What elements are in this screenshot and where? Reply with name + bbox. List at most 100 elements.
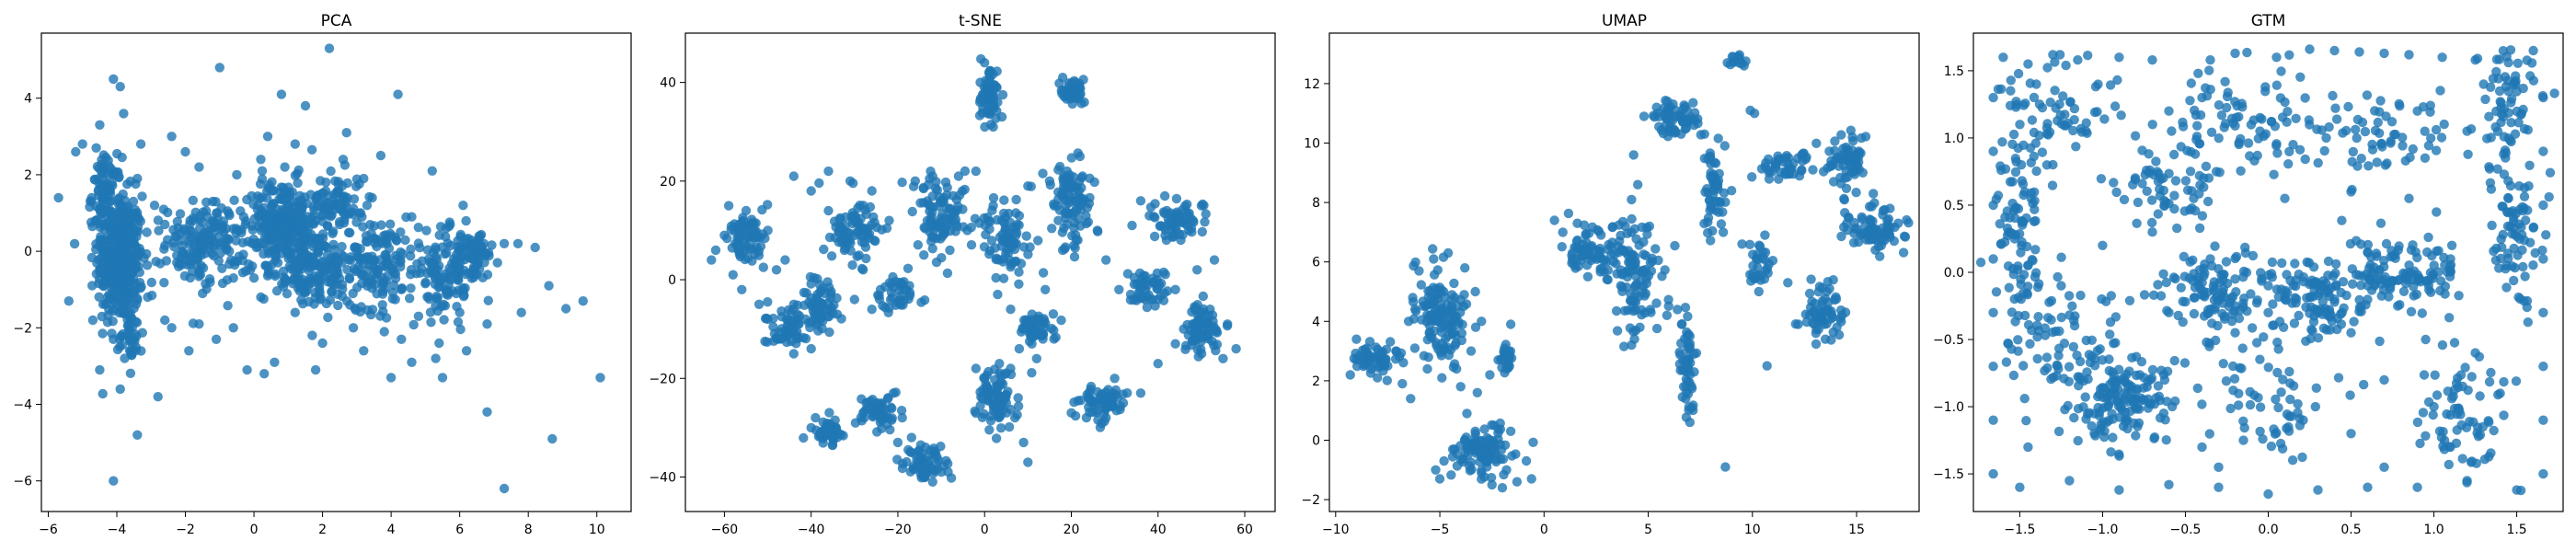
x-tick-label: 40	[1150, 523, 1167, 537]
scatter-point	[978, 385, 988, 395]
scatter-point	[2179, 251, 2189, 262]
y-tick-label: 2	[24, 168, 32, 183]
scatter-point	[971, 408, 982, 419]
scatter-point	[1739, 61, 1749, 71]
scatter-point	[153, 392, 163, 402]
scatter-point	[1783, 278, 1793, 288]
scatter-point	[962, 225, 972, 236]
scatter-point	[1171, 215, 1181, 226]
scatter-point	[1382, 375, 1393, 385]
scatter-point	[2444, 313, 2455, 323]
scatter-point	[2499, 376, 2509, 387]
scatter-point	[1975, 258, 1986, 268]
scatter-point	[1817, 299, 1827, 309]
scatter-point	[260, 260, 271, 270]
scatter-point	[1200, 217, 1210, 227]
scatter-point	[2323, 270, 2333, 281]
scatter-point	[2133, 418, 2145, 428]
scatter-point	[1657, 271, 1667, 282]
scatter-point	[1084, 393, 1094, 403]
scatter-point	[2046, 295, 2057, 306]
scatter-point	[1170, 284, 1180, 294]
scatter-point	[1706, 236, 1716, 246]
chart-title: GTM	[2251, 12, 2286, 30]
scatter-point	[1152, 278, 1163, 288]
scatter-point	[903, 263, 914, 273]
scatter-point	[1828, 177, 1839, 187]
scatter-point	[390, 294, 400, 305]
x-tick-label: 2	[318, 523, 327, 537]
scatter-point	[1122, 269, 1133, 279]
scatter-point	[393, 89, 403, 99]
scatter-point	[1706, 158, 1716, 169]
scatter-point	[415, 268, 425, 278]
scatter-point	[1423, 352, 1433, 362]
scatter-point	[1744, 239, 1755, 249]
y-tick-label: 4	[1312, 315, 1320, 329]
scatter-point	[290, 268, 300, 278]
scatter-point	[2003, 261, 2014, 271]
scatter-point	[427, 166, 437, 176]
scatter-point	[844, 228, 855, 238]
chart-title: t-SNE	[959, 12, 1002, 30]
scatter-point	[326, 212, 336, 222]
scatter-point	[1107, 401, 1118, 412]
scatter-point	[2371, 248, 2382, 259]
scatter-point	[2013, 335, 2023, 345]
scatter-point	[1673, 305, 1683, 315]
y-tick-label: 20	[660, 175, 676, 190]
scatter-point	[815, 315, 825, 325]
scatter-point	[2004, 227, 2014, 237]
scatter-point	[996, 111, 1007, 122]
scatter-point	[2122, 382, 2133, 392]
scatter-point	[1406, 394, 1416, 404]
scatter-point	[2517, 245, 2527, 255]
scatter-point	[2223, 87, 2233, 98]
scatter-point	[1391, 346, 1401, 356]
scatter-point	[2234, 313, 2245, 324]
scatter-point	[2033, 312, 2043, 322]
scatter-point	[1587, 222, 1598, 232]
scatter-point	[396, 257, 406, 268]
scatter-point	[475, 242, 486, 253]
scatter-point	[2161, 435, 2171, 445]
scatter-point	[2056, 252, 2066, 262]
scatter-point	[884, 303, 894, 313]
scatter-point	[2449, 338, 2460, 348]
scatter-point	[845, 176, 856, 186]
scatter-point	[2205, 85, 2215, 95]
scatter-point	[2220, 119, 2231, 129]
scatter-point	[1422, 363, 1432, 374]
scatter-point	[306, 144, 317, 155]
scatter-point	[2193, 272, 2203, 282]
x-tick-label: −20	[884, 523, 912, 537]
scatter-point	[348, 323, 359, 333]
scatter-point	[2418, 408, 2429, 418]
scatter-point	[111, 249, 121, 259]
scatter-point	[2508, 79, 2519, 90]
scatter-point	[256, 292, 266, 303]
scatter-point	[916, 448, 927, 458]
scatter-point	[2398, 286, 2409, 296]
scatter-point	[776, 306, 787, 316]
scatter-point	[2218, 283, 2228, 294]
scatter-point	[407, 212, 417, 222]
scatter-point	[441, 289, 451, 299]
scatter-point	[2500, 145, 2511, 155]
scatter-point	[280, 162, 290, 172]
scatter-point	[1686, 402, 1697, 413]
scatter-point	[1685, 417, 1696, 428]
scatter-point	[2195, 109, 2206, 121]
scatter-point	[2493, 74, 2503, 84]
scatter-point	[1893, 218, 1903, 228]
scatter-point	[1021, 231, 1031, 241]
scatter-point	[445, 240, 455, 251]
scatter-point	[2016, 247, 2026, 258]
scatter-point	[806, 186, 816, 196]
scatter-point	[105, 185, 115, 195]
x-tick-label: −10	[1322, 523, 1350, 537]
scatter-point	[2363, 239, 2374, 250]
scatter-point	[130, 336, 140, 347]
scatter-point	[988, 192, 999, 203]
scatter-point	[1806, 274, 1816, 284]
